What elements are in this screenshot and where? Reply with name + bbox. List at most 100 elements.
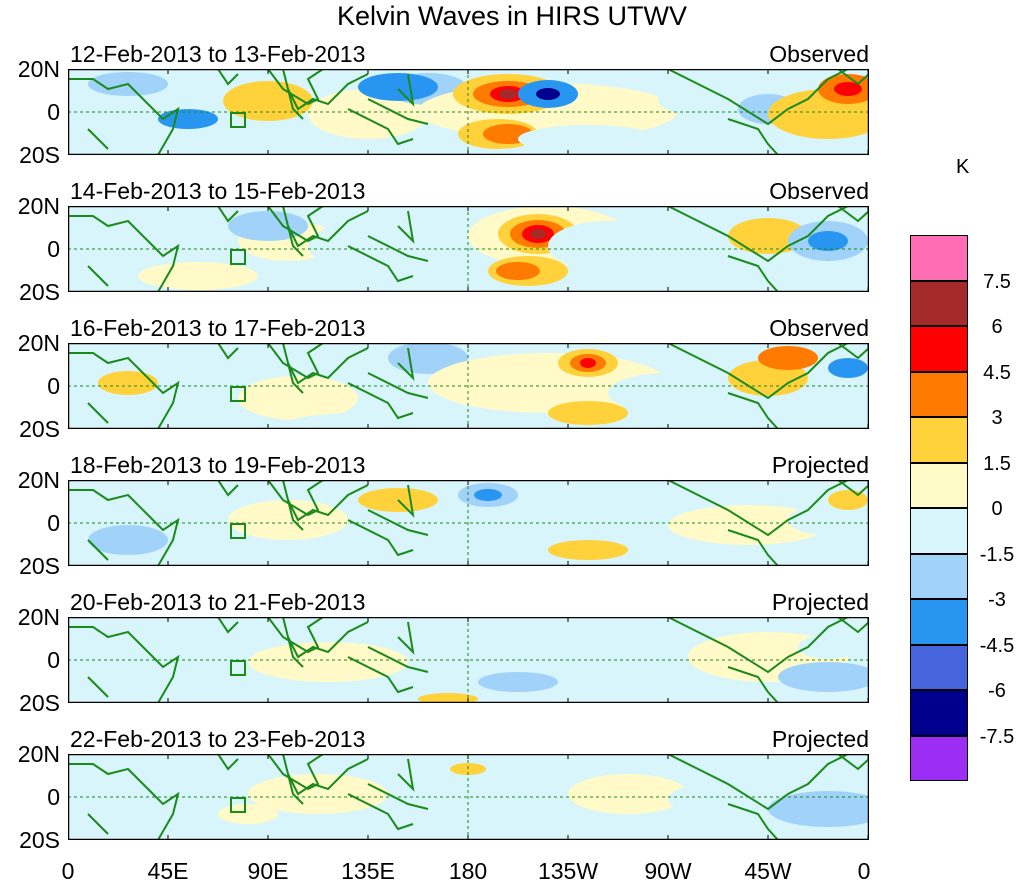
coastline <box>347 656 414 694</box>
colorbar-swatch <box>910 599 968 645</box>
y-tick-0: 0 <box>47 510 60 536</box>
x-tick-90e: 90E <box>247 858 289 884</box>
x-tick-135e: 135E <box>341 858 395 884</box>
x-tick-0: 0 <box>61 858 75 884</box>
coastline <box>727 803 779 840</box>
coastline <box>282 343 304 394</box>
anomaly-contour <box>474 489 502 501</box>
colorbar-label: 1.5 <box>983 453 1011 475</box>
coastline <box>230 797 246 813</box>
coastline <box>837 617 869 634</box>
coastline <box>87 676 109 698</box>
anomaly-contour <box>568 652 688 692</box>
coastline <box>397 758 415 792</box>
y-tick-20s: 20S <box>19 416 60 442</box>
coastline <box>287 484 369 522</box>
coastline <box>68 489 180 566</box>
coastline <box>217 754 239 771</box>
anomaly-contour <box>808 231 848 251</box>
colorbar-label: -4.5 <box>979 635 1015 657</box>
y-tick-20s: 20S <box>19 142 60 168</box>
anomaly-contour <box>218 804 278 824</box>
coastline <box>367 372 429 399</box>
anomaly-contour <box>248 642 408 682</box>
anomaly-contour <box>668 505 828 545</box>
y-tick-0: 0 <box>47 784 60 810</box>
coastline <box>837 754 869 771</box>
coastline <box>287 210 369 248</box>
coastline <box>267 343 324 380</box>
anomaly-contour <box>408 764 508 804</box>
panel-status: Observed <box>769 178 869 204</box>
panel-date-range: 16-Feb-2013 to 17-Feb-2013 <box>70 315 366 341</box>
coastline <box>347 382 414 420</box>
chart-title: Kelvin Waves in HIRS UTWV <box>336 1 688 31</box>
kelvin-wave-map <box>68 617 869 703</box>
anomaly-contour <box>548 221 668 271</box>
x-tick-45w: 45W <box>744 858 792 884</box>
colorbar-swatch <box>910 508 968 554</box>
anomaly-contour <box>98 371 158 395</box>
x-tick-90w: 90W <box>644 858 692 884</box>
anomaly-contour <box>88 353 248 413</box>
coastline <box>217 206 239 223</box>
coastline <box>68 352 180 429</box>
coastline <box>667 754 849 811</box>
coastline <box>397 484 415 518</box>
coastline <box>217 69 239 86</box>
anomaly-contour <box>478 791 598 827</box>
coastline <box>397 210 415 244</box>
colorbar-swatch <box>910 235 968 281</box>
panel-status: Projected <box>771 452 869 478</box>
anomaly-contour <box>178 538 278 562</box>
coastline <box>287 758 369 796</box>
coastline <box>347 793 414 831</box>
coastline <box>667 343 849 400</box>
y-tick-20s: 20S <box>19 690 60 716</box>
anomaly-contour <box>828 358 868 378</box>
map-panel-4: 18-Feb-2013 to 19-Feb-2013 Projected <box>68 452 869 566</box>
coastline <box>68 763 180 840</box>
coastline <box>217 343 239 360</box>
coastline <box>347 108 414 146</box>
coastline <box>267 206 324 243</box>
anomaly-contour <box>238 376 358 420</box>
coastline <box>367 98 429 125</box>
coastline <box>282 206 304 257</box>
y-tick-20n: 20N <box>17 56 60 82</box>
coastline <box>282 480 304 531</box>
anomaly-contour <box>778 662 869 692</box>
y-tick-0: 0 <box>47 373 60 399</box>
coastline <box>287 73 369 111</box>
anomaly-contour <box>638 261 798 291</box>
kelvin-wave-map <box>68 480 869 566</box>
anomaly-contour <box>788 505 868 535</box>
coastline <box>267 480 324 517</box>
panel-date-range: 14-Feb-2013 to 15-Feb-2013 <box>70 178 366 204</box>
y-tick-0: 0 <box>47 99 60 125</box>
anomaly-contour <box>608 373 728 413</box>
x-tick-0-east: 0 <box>857 858 871 884</box>
kelvin-wave-map <box>68 69 869 155</box>
anomaly-contour <box>308 221 428 271</box>
x-tick-180: 180 <box>448 858 488 884</box>
anomaly-contour <box>828 490 868 510</box>
colorbar-swatch <box>910 553 968 599</box>
y-tick-20n: 20N <box>17 330 60 356</box>
anomaly-contour <box>408 637 528 677</box>
kelvin-wave-map <box>68 206 869 292</box>
coastline <box>267 754 324 791</box>
colorbar-label: -1.5 <box>979 544 1015 566</box>
coastline <box>287 621 369 659</box>
coastline <box>217 617 239 634</box>
coastline <box>727 666 779 703</box>
panel-date-range: 18-Feb-2013 to 19-Feb-2013 <box>70 452 366 478</box>
map-panel-5: 20-Feb-2013 to 21-Feb-2013 Projected <box>68 589 869 703</box>
panel-status: Observed <box>769 315 869 341</box>
y-tick-0: 0 <box>47 236 60 262</box>
colorbar-swatch <box>910 690 968 736</box>
panel-date-range: 20-Feb-2013 to 21-Feb-2013 <box>70 589 366 615</box>
y-tick-20n: 20N <box>17 193 60 219</box>
coastline <box>397 73 415 107</box>
y-tick-20n: 20N <box>17 604 60 630</box>
